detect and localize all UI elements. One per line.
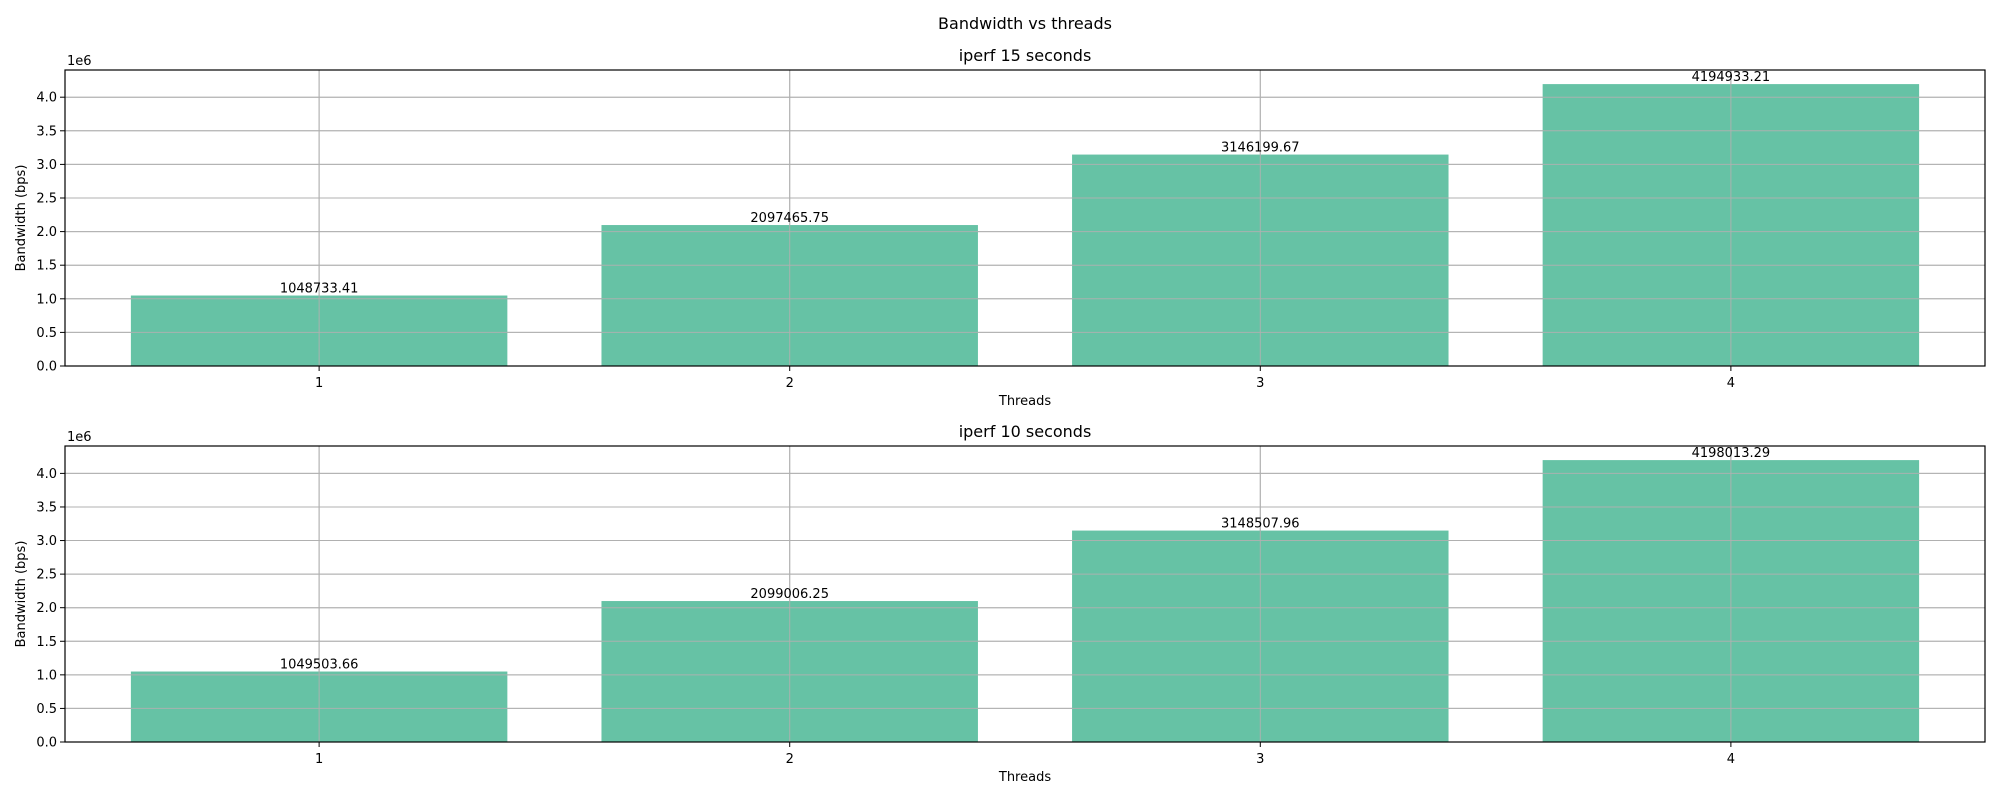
y-tick-label: 1.0 (36, 668, 57, 683)
bar-value-label: 1049503.66 (280, 658, 359, 673)
y-tick-label: 2.5 (36, 568, 57, 583)
x-axis-label: Threads (998, 394, 1051, 409)
y-tick-label: 3.0 (36, 534, 57, 549)
y-tick-label: 3.5 (36, 124, 57, 139)
x-tick-label: 4 (1727, 752, 1735, 767)
y-tick-label: 2.0 (36, 601, 57, 616)
y-tick-label: 3.5 (36, 500, 57, 515)
y-tick-label: 4.0 (36, 91, 57, 106)
subplot-title: iperf 15 seconds (959, 46, 1092, 65)
y-tick-label: 2.0 (36, 225, 57, 240)
y-tick-label: 0.5 (36, 702, 57, 717)
y-tick-label: 1.5 (36, 259, 57, 274)
bar-value-label: 3148507.96 (1221, 517, 1300, 532)
y-tick-label: 0.0 (36, 736, 57, 751)
y-tick-label: 0.0 (36, 360, 57, 375)
y-axis-label: Bandwidth (bps) (14, 541, 29, 648)
x-tick-label: 2 (786, 752, 794, 767)
axes-frame (64, 445, 1986, 743)
x-tick-label: 4 (1727, 376, 1735, 391)
x-tick-label: 2 (786, 376, 794, 391)
x-tick-label: 3 (1256, 376, 1264, 391)
y-axis-label: Bandwidth (bps) (14, 165, 29, 272)
subplots: 1048733.41 2097465.75 3146199.67 4194933.21… (14, 46, 1986, 785)
x-axis-label: Threads (998, 770, 1051, 785)
bar-value-label: 2097465.75 (750, 211, 829, 226)
bar-value-label: 2099006.25 (750, 587, 829, 602)
y-tick-label: 4.0 (36, 467, 57, 482)
figure-suptitle: Bandwidth vs threads (938, 14, 1112, 33)
x-tick-label: 1 (315, 376, 323, 391)
y-tick-label: 3.0 (36, 158, 57, 173)
bar-value-label: 1048733.41 (280, 282, 359, 297)
y-tick-label: 2.5 (36, 191, 57, 206)
y-tick-label: 1.0 (36, 292, 57, 307)
bar-value-label: 4198013.29 (1692, 446, 1771, 461)
x-tick-label: 1 (315, 752, 323, 767)
bar-value-label: 4194933.21 (1692, 70, 1771, 85)
bar-value-label: 3146199.67 (1221, 141, 1300, 156)
y-tick-label: 1.5 (36, 635, 57, 650)
subplot-2: 1049503.66 2099006.25 3148507.96 4198013.29… (14, 422, 1986, 785)
y-tick-label: 0.5 (36, 326, 57, 341)
subplot-title: iperf 10 seconds (959, 422, 1092, 441)
x-tick-label: 3 (1256, 752, 1264, 767)
axes-frame (64, 69, 1986, 367)
y-offset-label: 1e6 (67, 54, 92, 69)
y-offset-label: 1e6 (67, 430, 92, 445)
subplot-1: 1048733.41 2097465.75 3146199.67 4194933.21… (14, 46, 1986, 409)
